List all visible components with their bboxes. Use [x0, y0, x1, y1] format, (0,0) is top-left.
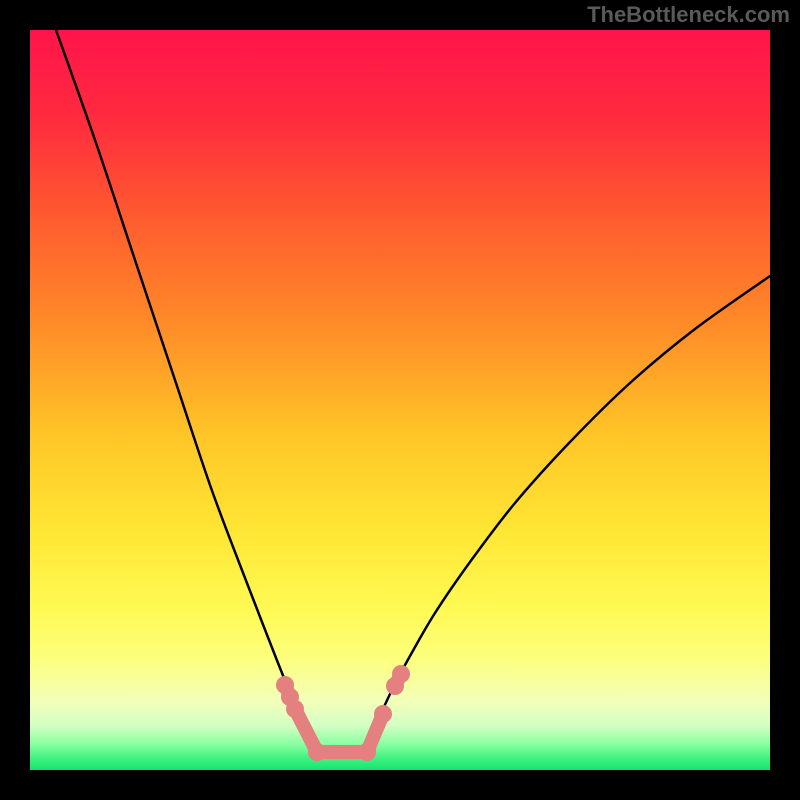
range-marker-dot [308, 743, 326, 761]
plot-background [30, 30, 770, 770]
bottleneck-chart [0, 0, 800, 800]
watermark-text: TheBottleneck.com [587, 2, 790, 28]
range-marker-dot [358, 743, 376, 761]
range-marker-dot [374, 705, 392, 723]
range-marker-dot [286, 700, 304, 718]
range-marker-dot [392, 665, 410, 683]
